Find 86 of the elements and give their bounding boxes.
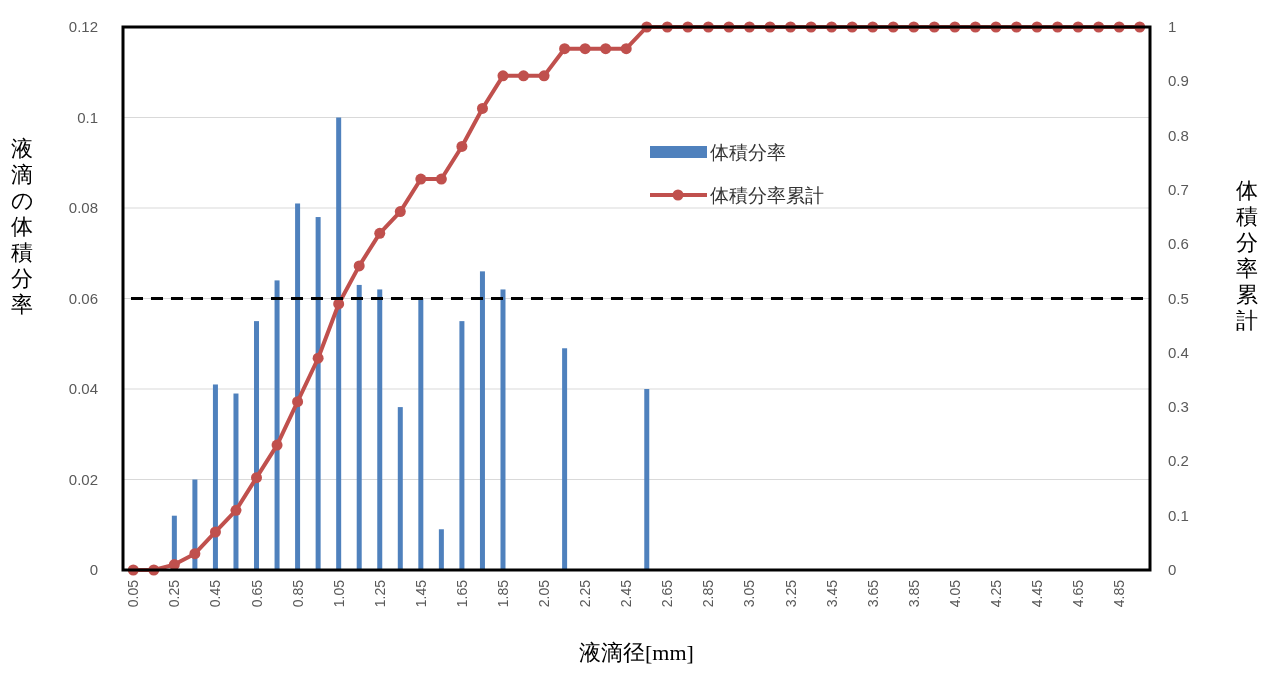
bar bbox=[377, 289, 383, 570]
point bbox=[312, 352, 324, 364]
x-tick-label: 2.85 bbox=[700, 579, 717, 608]
x-tick-label: 2.25 bbox=[577, 579, 594, 608]
point bbox=[476, 102, 488, 114]
y2-tick-label: 0.6 bbox=[1168, 235, 1189, 253]
y2-tick-label: 0.7 bbox=[1168, 180, 1189, 198]
x-tick-label: 1.65 bbox=[453, 579, 470, 608]
x-tick-label: 4.85 bbox=[1111, 579, 1128, 608]
y2-tick-label: 0.8 bbox=[1168, 126, 1189, 144]
y2-tick-label: 0.5 bbox=[1168, 289, 1189, 307]
y-tick-label: 0.02 bbox=[68, 470, 98, 488]
x-axis-title: 液滴径[mm] bbox=[579, 640, 694, 665]
x-tick-label: 3.65 bbox=[864, 579, 881, 608]
point bbox=[518, 70, 530, 82]
point bbox=[435, 173, 447, 185]
x-tick-label: 0.65 bbox=[248, 579, 265, 608]
point bbox=[374, 227, 386, 239]
bar bbox=[479, 271, 485, 570]
x-tick-label: 1.05 bbox=[330, 579, 347, 608]
y2-tick-label: 0.4 bbox=[1168, 343, 1189, 361]
point bbox=[230, 504, 242, 516]
x-tick-label: 0.85 bbox=[289, 579, 306, 608]
x-tick-label: 1.25 bbox=[371, 579, 388, 608]
bar bbox=[315, 217, 321, 570]
point bbox=[271, 439, 283, 451]
point bbox=[456, 140, 468, 152]
point bbox=[559, 43, 571, 55]
bar bbox=[397, 407, 403, 570]
point bbox=[497, 70, 509, 82]
point bbox=[353, 260, 365, 272]
y-tick-label: 0 bbox=[89, 561, 98, 578]
y2-tick-label: 0.2 bbox=[1168, 452, 1189, 470]
y-axis-title: 液滴の体積分率 bbox=[10, 136, 34, 317]
x-tick-label: 4.45 bbox=[1029, 579, 1046, 608]
bar bbox=[254, 321, 260, 570]
y2-tick-label: 0.1 bbox=[1168, 506, 1189, 524]
x-tick-label: 3.45 bbox=[823, 579, 840, 608]
point bbox=[189, 548, 201, 560]
x-tick-label: 1.85 bbox=[494, 579, 511, 608]
bar bbox=[438, 529, 444, 570]
y-tick-label: 0.08 bbox=[68, 199, 98, 216]
point bbox=[251, 472, 263, 484]
x-tick-label: 2.45 bbox=[618, 579, 635, 608]
point bbox=[209, 526, 221, 538]
point bbox=[415, 173, 427, 185]
y2-tick-label: 1 bbox=[1168, 18, 1177, 35]
x-tick-label: 3.85 bbox=[905, 579, 922, 608]
bar bbox=[562, 348, 568, 570]
y-tick-label: 0.1 bbox=[77, 108, 98, 126]
point bbox=[292, 396, 304, 408]
bar bbox=[274, 280, 280, 570]
y2-tick-label: 0.9 bbox=[1168, 72, 1189, 90]
point bbox=[394, 206, 406, 218]
bar bbox=[500, 289, 506, 570]
bar bbox=[459, 321, 465, 570]
point bbox=[600, 43, 612, 55]
point bbox=[579, 43, 591, 55]
x-tick-label: 0.45 bbox=[207, 579, 224, 608]
point bbox=[620, 43, 632, 55]
x-tick-label: 4.05 bbox=[946, 579, 963, 608]
x-tick-label: 0.05 bbox=[125, 579, 142, 608]
x-tick-label: 3.05 bbox=[741, 579, 758, 608]
x-tick-label: 3.25 bbox=[782, 579, 799, 608]
x-tick-label: 0.25 bbox=[166, 579, 183, 608]
y-tick-label: 0.12 bbox=[68, 18, 98, 35]
point bbox=[538, 70, 550, 82]
bar bbox=[356, 284, 362, 570]
y2-axis-title: 体積分率累計 bbox=[1236, 178, 1258, 333]
y-tick-label: 0.06 bbox=[68, 289, 98, 307]
bar bbox=[418, 298, 424, 570]
legend-label: 体積分率累計 bbox=[710, 185, 824, 206]
y2-tick-label: 0.3 bbox=[1168, 398, 1189, 416]
y-tick-label: 0.04 bbox=[68, 380, 98, 397]
x-tick-label: 2.65 bbox=[659, 579, 676, 608]
bar bbox=[336, 117, 342, 570]
x-tick-label: 4.25 bbox=[987, 579, 1004, 608]
legend-label: 体積分率 bbox=[710, 142, 786, 163]
bar bbox=[233, 393, 239, 570]
bar bbox=[295, 203, 301, 570]
y2-tick-label: 0 bbox=[1168, 561, 1177, 578]
x-tick-label: 2.05 bbox=[536, 579, 553, 608]
x-tick-label: 1.45 bbox=[412, 579, 429, 608]
bar bbox=[212, 384, 218, 570]
x-tick-label: 4.65 bbox=[1070, 579, 1087, 608]
bar bbox=[644, 389, 650, 570]
